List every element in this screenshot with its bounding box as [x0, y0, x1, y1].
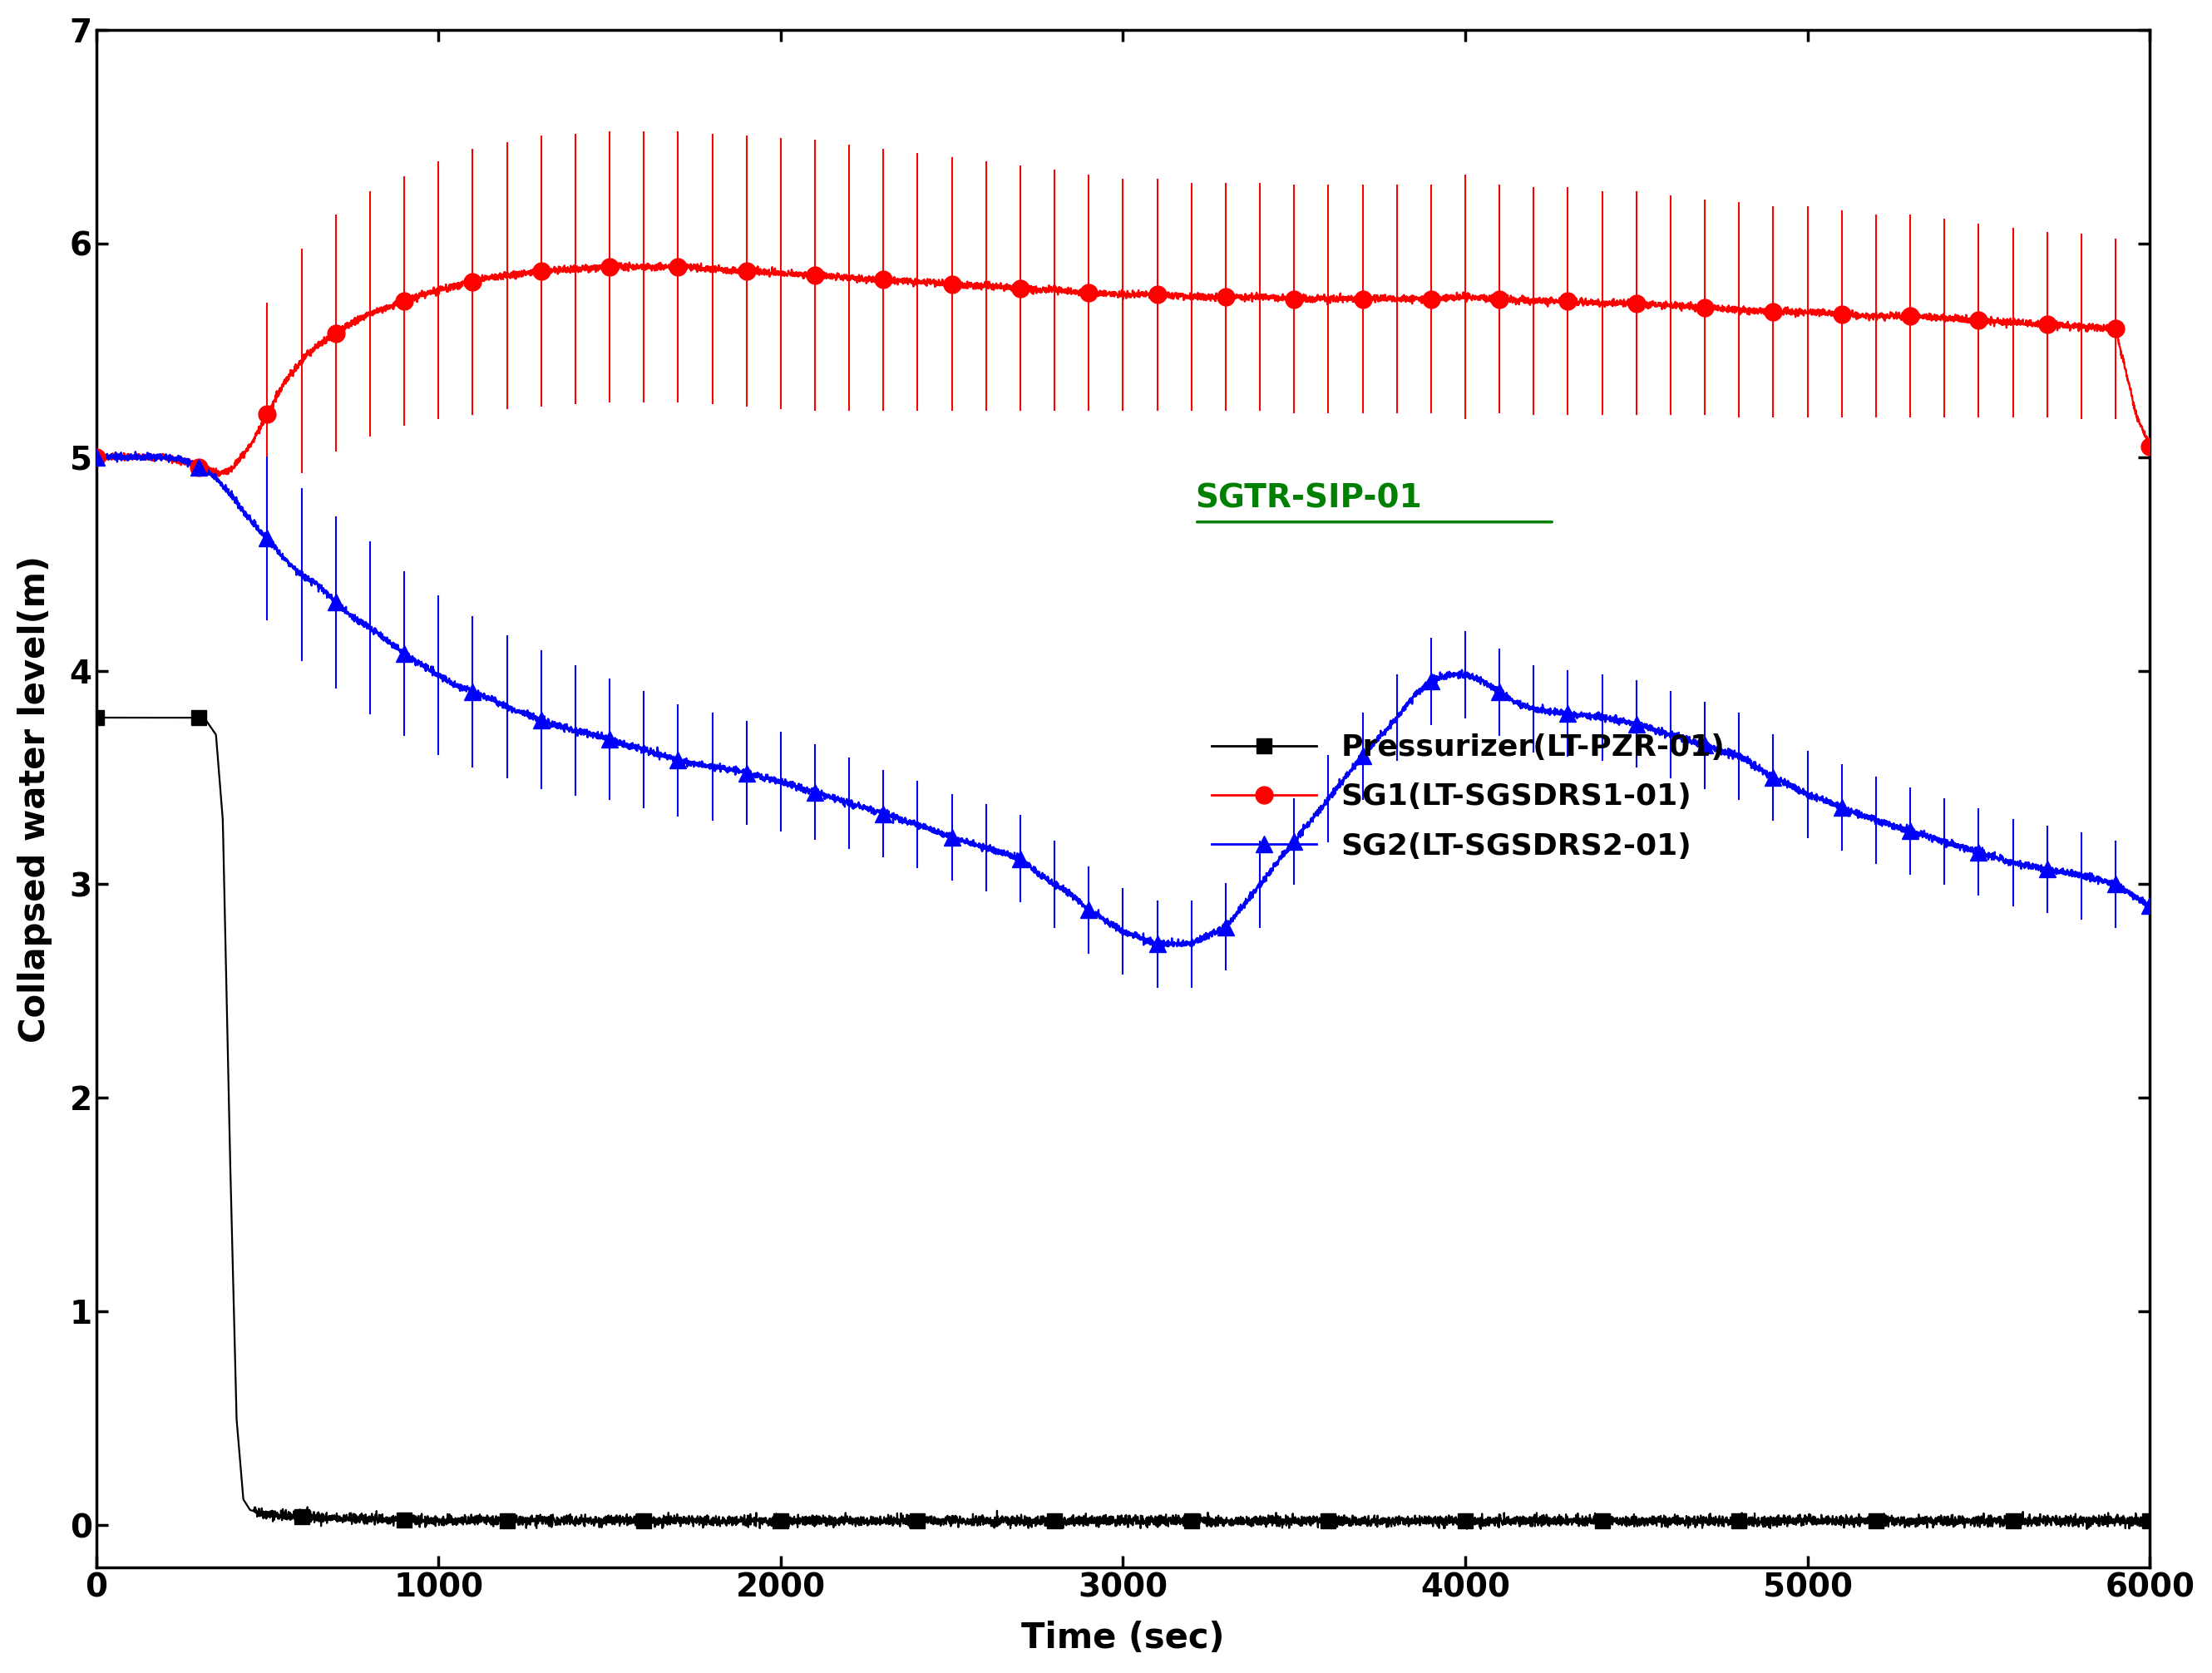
Y-axis label: Collapsed water level(m): Collapsed water level(m) — [18, 555, 53, 1042]
Legend: Pressurizer(LT-PZR-01), SG1(LT-SGSDRS1-01), SG2(LT-SGSDRS2-01): Pressurizer(LT-PZR-01), SG1(LT-SGSDRS1-0… — [1199, 721, 1736, 872]
Text: SGTR-SIP-01: SGTR-SIP-01 — [1194, 483, 1422, 514]
X-axis label: Time (sec): Time (sec) — [1022, 1621, 1225, 1656]
